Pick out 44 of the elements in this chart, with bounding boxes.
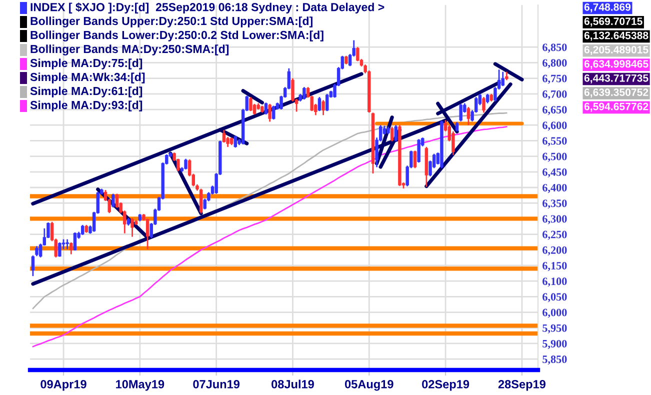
y-tick-label: 6,600	[542, 122, 567, 131]
y-tick-label: 6,350	[542, 200, 567, 209]
text: 6,594.657762	[584, 102, 648, 112]
legend-label: Bollinger Bands Upper:Dy:250:1 Std Upper:SMA:[d]	[30, 16, 312, 28]
text: 6,443.717735	[584, 74, 648, 84]
x-tick-label: 07Jun19	[193, 380, 240, 388]
text: 6,639.350752	[584, 88, 648, 98]
text: 6,569.70715	[584, 18, 642, 27]
x-tick-label: 28Sep19	[498, 380, 546, 391]
y-tick-label: 6,300	[542, 215, 567, 224]
y-tick-label: 6,150	[542, 262, 567, 272]
legend-label: Simple MA:Dy:61:[d]	[30, 86, 142, 98]
text: 6,748.869	[584, 3, 631, 12]
legend-label: Bollinger Bands Lower:Dy:250:0.2 Std Lower:SMA:[d]	[30, 30, 324, 42]
legend-label: Simple MA:Wk:34:[d]	[30, 72, 145, 84]
text: 6,205.489015	[584, 46, 648, 55]
y-tick-label: 6,500	[542, 152, 567, 162]
y-tick-label: 6,550	[542, 137, 567, 146]
x-tick-label: 10May19	[116, 380, 164, 391]
text: 6,634.998465	[584, 60, 648, 70]
text: 6,132.645388	[584, 32, 648, 41]
y-tick-label: 6,650	[542, 106, 567, 116]
y-tick-label: 6,100	[542, 278, 567, 287]
y-tick-label: 5,850	[542, 356, 567, 365]
legend-label: INDEX [ $XJO ]:Dy:[d] 25Sep2019 06:18 Sydney : Data Delayed >	[30, 2, 384, 14]
y-tick-label: 6,450	[542, 168, 567, 178]
legend-label: Simple MA:Dy:93:[d]	[30, 100, 142, 112]
y-tick-label: 6,850	[542, 44, 567, 53]
legend-label: Simple MA:Dy:75:[d]	[30, 58, 142, 70]
y-tick-label: 6,400	[542, 184, 567, 194]
x-tick-label: 05Aug19	[345, 380, 394, 391]
y-tick-label: 6,050	[542, 293, 567, 302]
x-tick-label: 09Apr19	[40, 380, 86, 391]
y-tick-label: 6,750	[542, 74, 567, 84]
y-tick-label: 6,200	[542, 246, 567, 256]
y-tick-label: 6,700	[542, 90, 567, 100]
y-tick-label: 6,250	[542, 230, 567, 240]
x-tick-label: 08Jul19	[272, 380, 314, 388]
y-tick-label: 5,900	[542, 340, 567, 350]
y-tick-label: 5,950	[542, 324, 567, 334]
y-tick-label: 6,800	[542, 59, 567, 68]
legend-label: Bollinger Bands MA:Dy:250:SMA:[d]	[30, 44, 229, 56]
x-tick-label: 02Sep19	[422, 380, 470, 391]
y-tick-label: 6,000	[542, 308, 567, 318]
